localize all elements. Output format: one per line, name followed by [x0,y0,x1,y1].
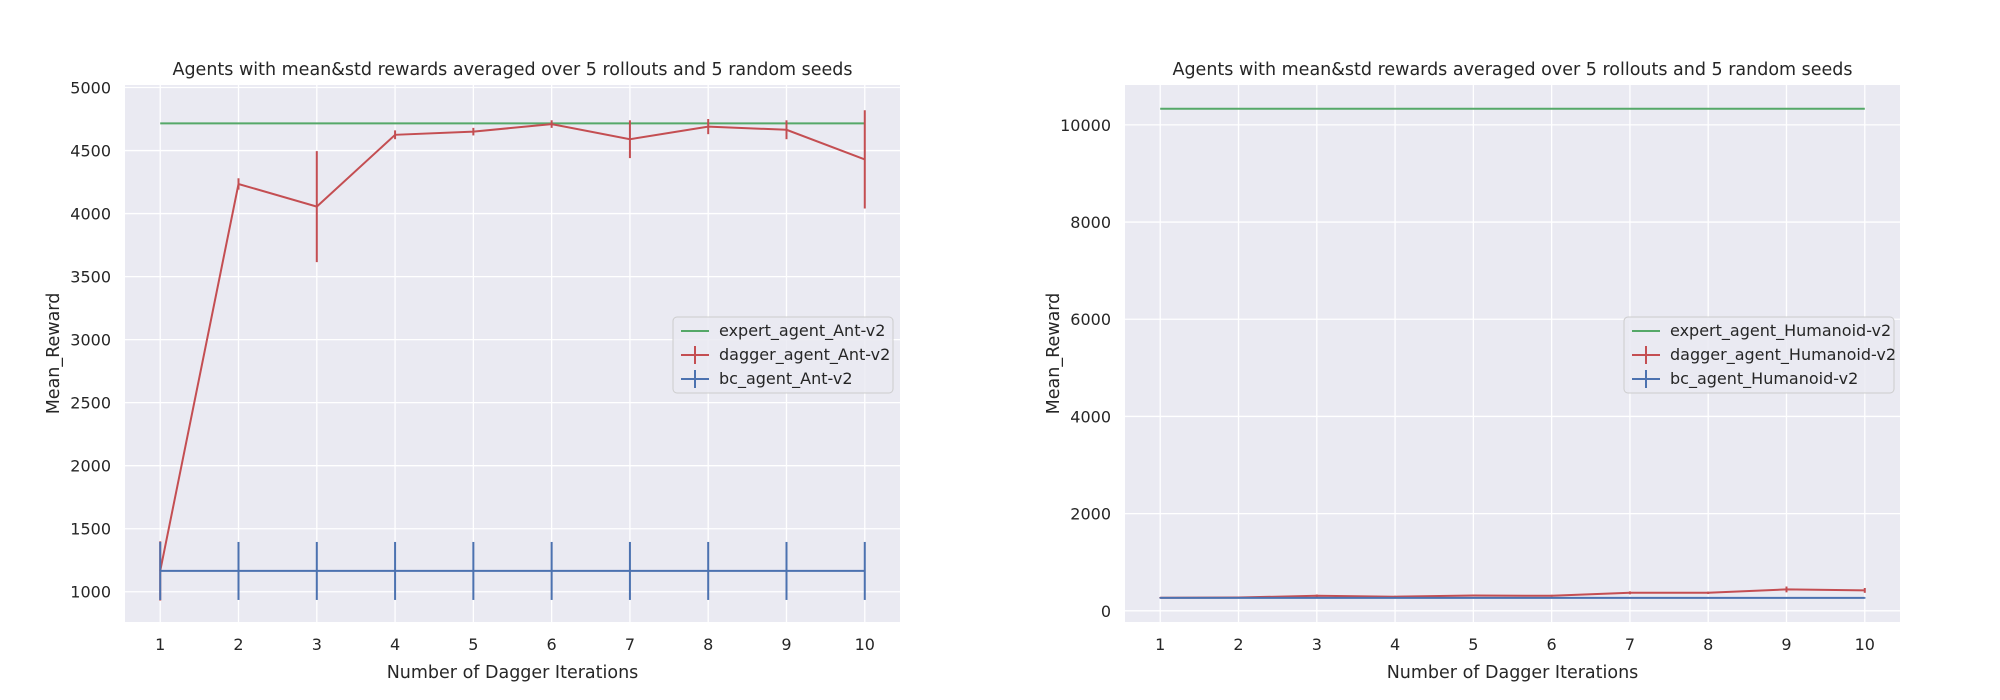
y-tick-label: 4500 [70,142,111,161]
y-tick-label: 4000 [1070,407,1111,426]
series-bc_agent_Ant-v2 [159,541,866,600]
y-tick-label: 3500 [70,268,111,287]
y-tick-label: 10000 [1060,116,1111,135]
chart-title: Agents with mean&std rewards averaged ov… [1172,60,1852,80]
y-axis-label: Mean_Reward [1044,293,1064,415]
legend-label: expert_agent_Humanoid-v2 [1670,321,1891,341]
legend-label: dagger_agent_Ant-v2 [719,345,890,365]
series-bc_agent_Humanoid-v2 [1159,596,1866,599]
x-tick-label: 9 [1781,635,1791,654]
legend-item: expert_agent_Ant-v2 [681,321,885,341]
x-tick-label: 3 [312,635,322,654]
x-tick-label: 7 [625,635,635,654]
x-tick-label: 10 [1855,635,1875,654]
legend-item: dagger_agent_Ant-v2 [681,345,890,365]
legend: expert_agent_Ant-v2 dagger_agent_Ant-v2bc… [672,316,894,394]
x-tick-label: 1 [1155,635,1165,654]
legend-label: bc_agent_Humanoid-v2 [1670,369,1858,389]
x-tick-label: 9 [781,635,791,654]
series-line [1160,588,1865,599]
x-axis-label: Number of Dagger Iterations [1387,663,1639,683]
legend-item: expert_agent_Humanoid-v2 [1632,321,1891,341]
legend-frame [1623,316,1895,394]
chart-ant: 1 2 3 4 5 6 7 8 9 10 1000 1500 2000 2500 3000 3500 4000 4… [44,60,900,683]
x-tick-label: 1 [155,635,165,654]
series-line [159,123,866,572]
x-tick-label: 4 [1390,635,1400,654]
x-tick-label: 8 [703,635,713,654]
y-tick-label: 3000 [70,331,111,350]
chart-title: Agents with mean&std rewards averaged ov… [172,60,852,80]
legend-item: bc_agent_Ant-v2 [681,369,853,389]
legend-frame [672,316,894,394]
x-tick-label: 2 [233,635,243,654]
x-tick-label: 5 [1468,635,1478,654]
x-tick-label: 6 [1547,635,1557,654]
legend-item: bc_agent_Humanoid-v2 [1632,369,1858,389]
x-tick-label: 6 [547,635,557,654]
x-tick-label: 5 [468,635,478,654]
y-tick-label: 8000 [1070,213,1111,232]
legend-label: dagger_agent_Humanoid-v2 [1670,345,1896,365]
chart-humanoid: 1 2 3 4 5 6 7 8 9 10 0 2000 4000 6000 8000 10000 Agents … [1044,60,1900,683]
y-tick-label: 0 [1101,602,1111,621]
x-tick-label: 8 [1703,635,1713,654]
y-axis-label: Mean_Reward [44,293,64,415]
x-tick-label: 4 [390,635,400,654]
series-dagger_agent_Humanoid-v2 [1159,586,1866,599]
y-tick-label: 2500 [70,394,111,413]
y-tick-label: 6000 [1070,310,1111,329]
y-tick-label: 2000 [70,457,111,476]
legend-label: bc_agent_Ant-v2 [719,369,853,389]
x-tick-label: 7 [1625,635,1635,654]
legend: expert_agent_Humanoid-v2 dagger_agent_Hum… [1623,316,1896,394]
y-tick-label: 5000 [70,79,111,98]
y-tick-label: 2000 [1070,505,1111,524]
y-tick-label: 4000 [70,205,111,224]
y-tick-label: 1000 [70,583,111,602]
x-axis-label: Number of Dagger Iterations [387,663,639,683]
x-tick-label: 10 [855,635,875,654]
legend-item: dagger_agent_Humanoid-v2 [1632,345,1896,365]
x-tick-label: 3 [1312,635,1322,654]
legend-label: expert_agent_Ant-v2 [719,321,885,341]
x-tick-label: 2 [1233,635,1243,654]
y-tick-label: 1500 [70,520,111,539]
